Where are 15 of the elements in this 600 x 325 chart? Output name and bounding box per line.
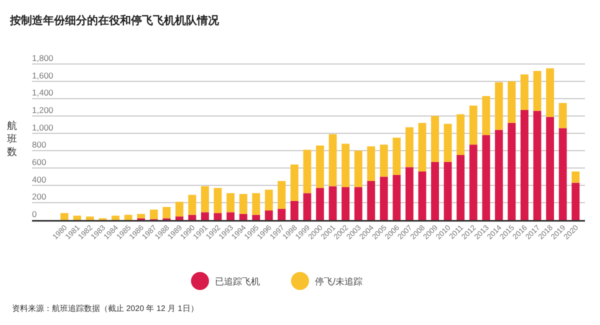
legend-label: 已追踪飞机: [215, 276, 260, 286]
text: 资料来源：航班追踪数据（截止 2020 年 12 月 1日）: [12, 304, 198, 313]
legend-label: 停飞/未追踪: [315, 276, 363, 286]
y-tick-label: 1,400: [32, 88, 54, 98]
y-tick-label: 1,000: [32, 122, 54, 132]
y-axis-title: 航班数: [7, 120, 17, 158]
y-tick-label: 800: [32, 140, 46, 150]
y-tick-label: 400: [32, 174, 46, 184]
chart-title: 按制造年份细分的在役和停飞飞机机队情况: [9, 14, 220, 27]
y-tick-label: 0: [32, 209, 37, 219]
y-tick-label: 200: [32, 192, 46, 202]
y-tick-label: 1,800: [32, 53, 54, 63]
y-tick-label: 600: [32, 157, 46, 167]
y-tick-label: 1,600: [32, 70, 54, 80]
y-tick-label: 1,200: [32, 105, 54, 115]
